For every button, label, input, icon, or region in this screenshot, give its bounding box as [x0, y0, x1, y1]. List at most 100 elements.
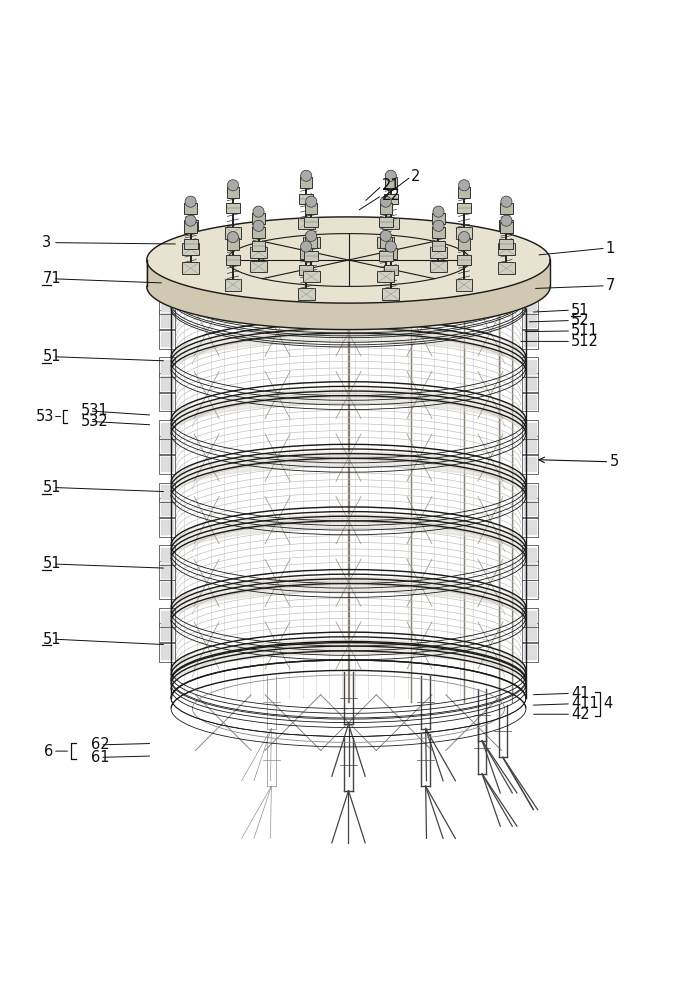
Polygon shape [171, 515, 526, 559]
Polygon shape [524, 298, 535, 311]
Polygon shape [171, 389, 526, 434]
FancyBboxPatch shape [182, 243, 199, 255]
Polygon shape [171, 327, 526, 371]
FancyBboxPatch shape [252, 227, 265, 238]
Polygon shape [171, 309, 526, 698]
FancyBboxPatch shape [226, 255, 240, 265]
Circle shape [380, 196, 391, 207]
Polygon shape [524, 520, 535, 534]
Text: 71: 71 [43, 271, 61, 286]
FancyBboxPatch shape [182, 262, 199, 274]
Polygon shape [524, 501, 535, 515]
FancyBboxPatch shape [498, 262, 515, 274]
Text: 531: 531 [81, 403, 108, 418]
Polygon shape [162, 457, 173, 471]
FancyBboxPatch shape [184, 222, 197, 233]
FancyBboxPatch shape [300, 177, 312, 188]
Circle shape [185, 215, 196, 226]
Text: 51: 51 [43, 480, 61, 495]
Circle shape [185, 196, 196, 207]
FancyBboxPatch shape [457, 255, 471, 265]
FancyBboxPatch shape [227, 187, 239, 198]
Polygon shape [524, 564, 535, 578]
FancyBboxPatch shape [183, 239, 197, 249]
Circle shape [433, 206, 444, 217]
Circle shape [306, 196, 317, 207]
Polygon shape [524, 457, 535, 471]
FancyBboxPatch shape [305, 203, 318, 214]
FancyBboxPatch shape [224, 227, 241, 239]
FancyBboxPatch shape [183, 220, 197, 230]
Circle shape [227, 232, 238, 243]
FancyBboxPatch shape [184, 203, 197, 214]
Text: 53: 53 [36, 409, 54, 424]
FancyBboxPatch shape [377, 271, 394, 282]
Polygon shape [162, 645, 173, 659]
FancyBboxPatch shape [378, 251, 392, 261]
Circle shape [501, 215, 512, 226]
Circle shape [300, 170, 312, 181]
Circle shape [380, 230, 391, 241]
FancyBboxPatch shape [431, 241, 445, 251]
FancyBboxPatch shape [500, 222, 513, 233]
Polygon shape [524, 485, 535, 499]
FancyBboxPatch shape [385, 248, 397, 259]
Circle shape [459, 232, 470, 243]
FancyBboxPatch shape [252, 241, 266, 251]
FancyBboxPatch shape [299, 265, 313, 275]
Text: 61: 61 [91, 750, 109, 765]
Text: 52: 52 [571, 313, 590, 328]
Polygon shape [162, 298, 173, 311]
Text: 2: 2 [411, 169, 420, 184]
Polygon shape [524, 611, 535, 625]
Circle shape [501, 196, 512, 207]
Circle shape [306, 230, 317, 241]
FancyBboxPatch shape [500, 239, 514, 249]
FancyBboxPatch shape [250, 247, 267, 258]
Polygon shape [162, 360, 173, 374]
Polygon shape [162, 611, 173, 625]
Polygon shape [147, 217, 550, 303]
Circle shape [385, 241, 397, 252]
FancyBboxPatch shape [456, 227, 473, 239]
FancyBboxPatch shape [458, 187, 470, 198]
Text: 41: 41 [571, 686, 590, 701]
FancyBboxPatch shape [457, 203, 471, 213]
Polygon shape [524, 313, 535, 327]
Circle shape [300, 241, 312, 252]
FancyBboxPatch shape [305, 251, 319, 261]
Circle shape [459, 180, 470, 191]
Polygon shape [524, 548, 535, 562]
Text: 62: 62 [91, 737, 109, 752]
FancyBboxPatch shape [303, 237, 320, 248]
Polygon shape [162, 423, 173, 437]
FancyBboxPatch shape [298, 218, 314, 229]
Polygon shape [162, 438, 173, 452]
FancyBboxPatch shape [252, 213, 265, 224]
FancyBboxPatch shape [430, 247, 447, 258]
Polygon shape [524, 582, 535, 596]
Text: 51: 51 [43, 349, 61, 364]
FancyBboxPatch shape [498, 243, 515, 255]
Polygon shape [147, 260, 550, 330]
Circle shape [253, 220, 264, 231]
Polygon shape [162, 395, 173, 409]
Polygon shape [162, 313, 173, 327]
FancyBboxPatch shape [379, 203, 392, 214]
Polygon shape [171, 270, 526, 307]
Text: 1: 1 [606, 241, 615, 256]
Polygon shape [524, 332, 535, 346]
Text: 42: 42 [571, 707, 590, 722]
FancyBboxPatch shape [305, 237, 318, 248]
Text: 51: 51 [571, 303, 590, 318]
FancyBboxPatch shape [500, 220, 514, 230]
Polygon shape [162, 626, 173, 640]
Text: 22: 22 [382, 188, 401, 203]
FancyBboxPatch shape [303, 271, 320, 282]
Text: 4: 4 [603, 696, 613, 711]
Circle shape [253, 206, 264, 217]
Polygon shape [524, 376, 535, 390]
Polygon shape [162, 520, 173, 534]
Text: 3: 3 [43, 235, 52, 250]
FancyBboxPatch shape [379, 237, 392, 248]
